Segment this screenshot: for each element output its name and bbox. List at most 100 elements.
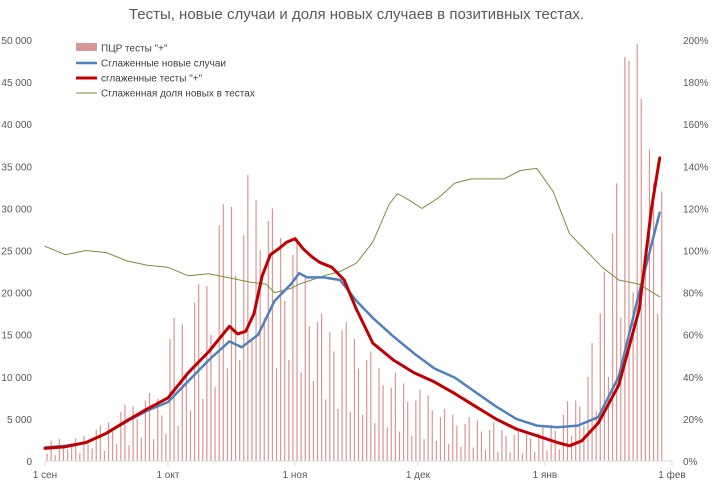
legend-label: Сглаженная доля новых в тестах	[101, 89, 255, 100]
bar	[402, 383, 405, 461]
bar	[247, 174, 249, 461]
bar	[362, 414, 364, 461]
bar	[652, 183, 655, 461]
bar	[550, 424, 552, 461]
bar	[489, 429, 491, 461]
bar	[525, 434, 528, 461]
bar	[112, 431, 114, 461]
bar	[378, 368, 380, 461]
bar	[206, 285, 208, 461]
bar	[284, 301, 286, 461]
bar	[214, 386, 216, 461]
bar	[148, 392, 151, 461]
y-left-tick-label: 10 000	[1, 373, 32, 384]
y-right-tick-label: 120%	[683, 204, 709, 215]
x-tick-label: 1 сен	[33, 470, 57, 481]
bar	[198, 284, 200, 461]
bar	[644, 267, 646, 461]
bar	[341, 330, 343, 461]
x-tick-label: 1 фев	[658, 469, 685, 481]
bar	[628, 61, 630, 462]
bar	[415, 400, 417, 461]
bar	[349, 412, 351, 461]
bar	[484, 450, 487, 461]
bar	[234, 275, 237, 461]
bar	[333, 351, 335, 461]
bar	[456, 425, 458, 461]
y-left-tick-label: 30 000	[1, 204, 32, 215]
bar	[140, 437, 142, 461]
bar	[189, 410, 192, 461]
bar	[329, 332, 331, 461]
bar	[218, 225, 220, 461]
bar	[181, 324, 183, 461]
bar-series-group	[46, 44, 663, 462]
bar	[157, 398, 159, 461]
y-left-tick-label: 40 000	[1, 120, 32, 131]
bar	[538, 433, 540, 461]
bar	[583, 425, 585, 461]
bar	[312, 381, 315, 461]
bar	[58, 439, 60, 461]
bar	[620, 317, 622, 461]
legend-label: ПЦР тесты "+"	[101, 44, 168, 55]
legend: ПЦР тесты "+" Сглаженные новые случаи сгла…	[76, 43, 255, 100]
bar	[50, 440, 52, 461]
bar	[595, 410, 597, 461]
bar	[316, 322, 319, 461]
bar	[468, 417, 470, 461]
bar	[542, 424, 544, 461]
bar	[345, 322, 347, 461]
bar	[161, 415, 163, 461]
bar	[267, 221, 269, 461]
bar	[243, 235, 245, 461]
y-left-tick-label: 25 000	[1, 247, 32, 258]
bar	[521, 453, 524, 461]
bar	[443, 408, 446, 461]
bar	[648, 149, 651, 461]
y-right-tick-label: 100%	[683, 247, 709, 258]
series-line	[44, 167, 661, 298]
bar	[255, 199, 257, 462]
bar	[321, 313, 323, 461]
bar	[259, 250, 261, 461]
bar	[83, 435, 85, 461]
bar	[476, 420, 478, 461]
y-left-tick-label: 50 000	[1, 36, 32, 47]
bar	[99, 425, 101, 461]
bar	[185, 372, 187, 461]
bar	[591, 343, 593, 461]
bar	[325, 399, 327, 461]
bar	[337, 408, 339, 461]
bar	[103, 450, 106, 461]
legend-label: сглаженные тесты "+"	[101, 74, 203, 85]
bar	[87, 441, 89, 461]
bar	[177, 425, 179, 461]
bar	[452, 414, 454, 461]
line-series-group	[43, 156, 662, 450]
bar	[136, 418, 138, 461]
bar	[411, 435, 413, 461]
bar	[124, 404, 126, 461]
bar	[439, 417, 442, 461]
bar	[435, 440, 437, 461]
bar	[611, 233, 614, 461]
legend-swatch	[76, 43, 97, 51]
bar	[357, 368, 360, 461]
bar	[132, 406, 134, 461]
bar	[239, 359, 241, 461]
bar	[144, 400, 146, 461]
x-tick-label: 1 окт	[156, 470, 179, 481]
bar	[632, 292, 634, 461]
bar	[71, 443, 73, 461]
chart-title: Тесты, новые случаи и доля новых случаев…	[128, 6, 585, 23]
bar	[398, 431, 401, 461]
bar	[230, 206, 233, 461]
series-line	[43, 211, 661, 449]
bar	[517, 428, 519, 461]
bar	[501, 429, 503, 461]
bar	[579, 406, 581, 461]
bar	[472, 447, 474, 461]
y-left-tick-label: 35 000	[1, 162, 32, 173]
